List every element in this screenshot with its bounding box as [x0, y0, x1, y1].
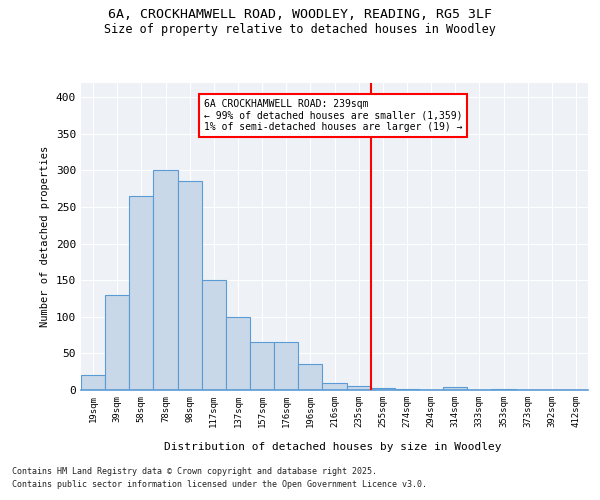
Bar	[81, 376, 105, 390]
Bar	[395, 388, 419, 390]
Bar	[322, 382, 347, 390]
Bar	[371, 388, 395, 390]
Bar	[491, 388, 515, 390]
Bar	[129, 196, 154, 390]
Text: 6A, CROCKHAMWELL ROAD, WOODLEY, READING, RG5 3LF: 6A, CROCKHAMWELL ROAD, WOODLEY, READING,…	[108, 8, 492, 20]
Bar	[298, 364, 322, 390]
Text: Size of property relative to detached houses in Woodley: Size of property relative to detached ho…	[104, 22, 496, 36]
Y-axis label: Number of detached properties: Number of detached properties	[40, 146, 50, 327]
Bar	[250, 342, 274, 390]
Bar	[202, 280, 226, 390]
Bar	[226, 317, 250, 390]
Bar	[178, 182, 202, 390]
Bar	[105, 295, 129, 390]
Text: Contains HM Land Registry data © Crown copyright and database right 2025.: Contains HM Land Registry data © Crown c…	[12, 468, 377, 476]
Bar	[347, 386, 371, 390]
Bar	[274, 342, 298, 390]
Text: 6A CROCKHAMWELL ROAD: 239sqm
← 99% of detached houses are smaller (1,359)
1% of : 6A CROCKHAMWELL ROAD: 239sqm ← 99% of de…	[204, 98, 463, 132]
Text: Distribution of detached houses by size in Woodley: Distribution of detached houses by size …	[164, 442, 502, 452]
Text: Contains public sector information licensed under the Open Government Licence v3: Contains public sector information licen…	[12, 480, 427, 489]
Bar	[154, 170, 178, 390]
Bar	[443, 387, 467, 390]
